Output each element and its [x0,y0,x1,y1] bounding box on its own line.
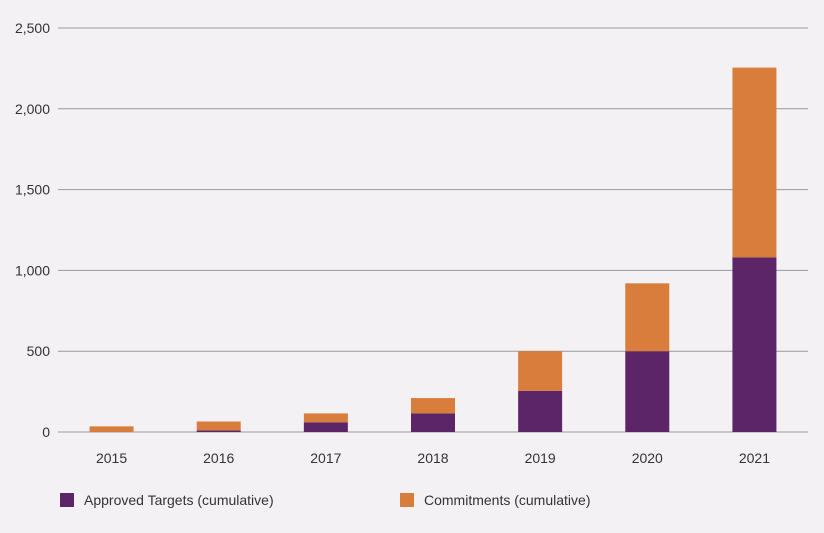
legend-label-approved-targets: Approved Targets (cumulative) [84,492,274,508]
y-tick-label: 1,500 [15,182,50,198]
y-tick-label: 2,500 [15,20,50,36]
bar-segment-commitments-2020 [625,283,670,352]
bar-segment-approved-targets-2016 [196,430,241,432]
x-tick-label: 2020 [632,450,663,466]
y-tick-label: 500 [27,343,51,359]
y-axis-ticks: 0 500 1,000 1,500 2,000 2,500 [15,20,50,440]
legend-label-commitments: Commitments (cumulative) [424,492,591,508]
x-tick-label: 2016 [203,450,234,466]
bar-segment-commitments-2019 [518,351,563,391]
bar-segment-approved-targets-2019 [518,390,563,432]
bar-segment-commitments-2018 [411,398,455,414]
y-tick-label: 0 [42,424,50,440]
legend-item-approved-targets: Approved Targets (cumulative) [60,492,400,508]
x-tick-label: 2019 [525,450,556,466]
bar-segment-approved-targets-2021 [732,257,777,432]
bar-segment-approved-targets-2017 [303,422,348,432]
x-tick-label: 2017 [310,450,341,466]
bar-segment-approved-targets-2020 [625,351,670,432]
x-tick-label: 2015 [96,450,127,466]
legend: Approved Targets (cumulative) Commitment… [60,492,590,508]
y-tick-label: 1,000 [15,262,50,278]
bars [89,67,777,432]
bar-segment-approved-targets-2018 [411,413,455,432]
x-tick-label: 2021 [739,450,770,466]
legend-swatch-commitments [400,493,414,507]
x-tick-label: 2018 [417,450,448,466]
y-tick-label: 2,000 [15,101,50,117]
gridlines [58,27,808,433]
bar-segment-commitments-2016 [196,421,241,431]
legend-swatch-approved-targets [60,493,74,507]
bar-segment-commitments-2021 [732,67,777,258]
bar-segment-commitments-2017 [303,413,348,423]
legend-item-commitments: Commitments (cumulative) [400,492,590,508]
bar-segment-commitments-2015 [89,426,134,432]
x-axis-ticks: 2015 2016 2017 2018 2019 2020 2021 [96,450,770,466]
